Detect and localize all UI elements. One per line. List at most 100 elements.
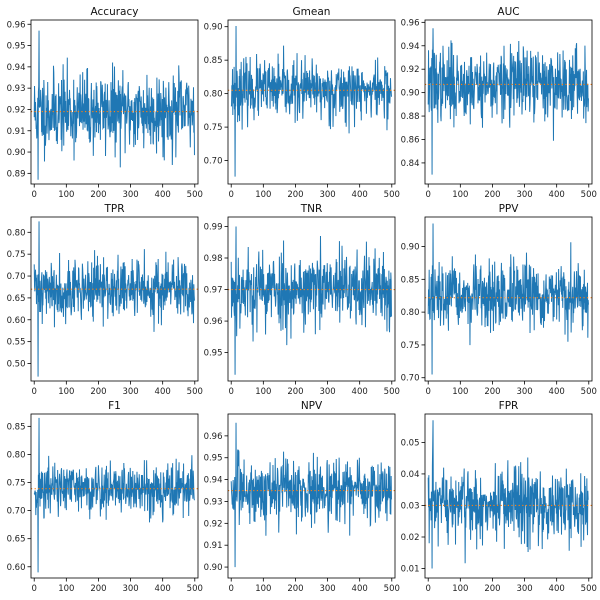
x-tick-label-npv: 300 xyxy=(319,584,335,594)
x-tick-label-f1: 400 xyxy=(155,584,171,594)
y-tick-label-tpr: 0.50 xyxy=(7,360,26,370)
x-tick-label-gmean: 300 xyxy=(319,190,335,200)
x-tick-label-tpr: 100 xyxy=(58,387,74,397)
x-tick-label-fpr: 200 xyxy=(484,584,500,594)
x-tick-label-auc: 0 xyxy=(426,190,431,200)
x-tick-label-auc: 400 xyxy=(549,190,565,200)
panel-tpr: 0 100 200 300 400 500 0.50 0.55 0.60 0.65 0.70 0.75… xyxy=(7,203,203,397)
x-tick-label-f1: 0 xyxy=(32,584,37,594)
series-line-npv xyxy=(230,422,392,568)
y-tick-label-npv: 0.93 xyxy=(204,497,223,507)
panel-fpr: 0 100 200 300 400 500 0.01 0.02 0.03 0.04 0.05 FPR xyxy=(401,400,597,594)
x-tick-label-tnr: 500 xyxy=(384,387,400,397)
y-tick-label-f1: 0.85 xyxy=(7,422,26,432)
y-tick-label-tpr: 0.80 xyxy=(7,228,26,238)
y-tick-label-ppv: 0.75 xyxy=(401,341,420,351)
panel-title-ppv: PPV xyxy=(499,203,520,215)
y-tick-label-f1: 0.65 xyxy=(7,535,26,545)
x-tick-label-f1: 200 xyxy=(90,584,106,594)
x-tick-label-fpr: 500 xyxy=(581,584,597,594)
x-tick-label-tnr: 0 xyxy=(229,387,234,397)
y-tick-label-tpr: 0.70 xyxy=(7,272,26,282)
y-tick-label-fpr: 0.03 xyxy=(401,501,420,511)
series-line-f1 xyxy=(33,417,195,573)
y-tick-label-accuracy: 0.93 xyxy=(7,84,26,94)
axes-frame-npv xyxy=(227,413,396,579)
axes-frame-auc xyxy=(424,19,593,185)
x-tick-label-ppv: 100 xyxy=(452,387,468,397)
x-tick-label-npv: 0 xyxy=(229,584,234,594)
panel-gmean: 0 100 200 300 400 500 0.70 0.75 0.80 0.85 0.90 Gmea… xyxy=(204,6,400,200)
x-tick-label-ppv: 200 xyxy=(484,387,500,397)
y-tick-label-accuracy: 0.94 xyxy=(7,63,26,73)
y-tick-label-ppv: 0.70 xyxy=(401,374,420,384)
x-tick-label-tnr: 300 xyxy=(319,387,335,397)
y-tick-label-f1: 0.60 xyxy=(7,563,26,573)
y-tick-label-tpr: 0.75 xyxy=(7,250,26,260)
y-tick-label-tpr: 0.65 xyxy=(7,294,26,304)
axes-frame-ppv xyxy=(424,216,593,382)
y-tick-label-auc: 0.84 xyxy=(401,159,420,169)
x-tick-label-tnr: 100 xyxy=(255,387,271,397)
y-tick-label-f1: 0.70 xyxy=(7,507,26,517)
y-tick-label-f1: 0.80 xyxy=(7,450,26,460)
y-tick-label-accuracy: 0.91 xyxy=(7,127,26,137)
x-tick-label-ppv: 500 xyxy=(581,387,597,397)
panel-title-tpr: TPR xyxy=(103,203,124,215)
panel-title-fpr: FPR xyxy=(499,400,519,412)
y-tick-label-tnr: 0.96 xyxy=(204,317,223,327)
x-tick-label-ppv: 300 xyxy=(516,387,532,397)
x-tick-label-fpr: 100 xyxy=(452,584,468,594)
x-tick-label-gmean: 100 xyxy=(255,190,271,200)
axes-frame-fpr xyxy=(424,413,593,579)
series-line-tnr xyxy=(230,226,392,375)
x-tick-label-f1: 500 xyxy=(187,584,203,594)
series-line-ppv xyxy=(427,223,589,375)
y-tick-label-fpr: 0.01 xyxy=(401,565,420,575)
x-tick-label-tpr: 300 xyxy=(122,387,138,397)
y-tick-label-auc: 0.90 xyxy=(401,89,420,99)
y-tick-label-gmean: 0.80 xyxy=(204,90,223,100)
y-tick-label-gmean: 0.75 xyxy=(204,123,223,133)
x-tick-label-auc: 200 xyxy=(484,190,500,200)
y-tick-label-auc: 0.96 xyxy=(401,18,420,28)
axes-frame-accuracy xyxy=(30,19,199,185)
series-line-gmean xyxy=(230,26,392,177)
y-tick-label-auc: 0.88 xyxy=(401,112,420,122)
y-tick-label-tpr: 0.60 xyxy=(7,316,26,326)
series-line-accuracy xyxy=(33,30,195,180)
panel-f1: 0 100 200 300 400 500 0.60 0.65 0.70 0.75 0.80 0.85… xyxy=(7,400,203,594)
panel-title-gmean: Gmean xyxy=(293,6,331,18)
y-tick-label-auc: 0.86 xyxy=(401,135,420,145)
x-tick-label-f1: 300 xyxy=(122,584,138,594)
y-tick-label-gmean: 0.90 xyxy=(204,23,223,33)
y-tick-label-fpr: 0.05 xyxy=(401,438,420,448)
x-tick-label-gmean: 200 xyxy=(287,190,303,200)
x-tick-label-npv: 400 xyxy=(352,584,368,594)
y-tick-label-tnr: 0.95 xyxy=(204,349,223,359)
x-tick-label-tnr: 400 xyxy=(352,387,368,397)
x-tick-label-npv: 500 xyxy=(384,584,400,594)
x-tick-label-accuracy: 500 xyxy=(187,190,203,200)
x-tick-label-fpr: 300 xyxy=(516,584,532,594)
panel-tnr: 0 100 200 300 400 500 0.95 0.96 0.97 0.98 0.99 TNR xyxy=(204,203,400,397)
panel-title-accuracy: Accuracy xyxy=(91,6,139,18)
y-tick-label-auc: 0.94 xyxy=(401,42,420,52)
y-tick-label-npv: 0.94 xyxy=(204,476,223,486)
x-tick-label-npv: 200 xyxy=(287,584,303,594)
y-tick-label-accuracy: 0.89 xyxy=(7,169,26,179)
y-tick-label-fpr: 0.04 xyxy=(401,470,420,480)
y-tick-label-npv: 0.95 xyxy=(204,454,223,464)
y-tick-label-gmean: 0.70 xyxy=(204,157,223,167)
series-line-fpr xyxy=(427,420,589,569)
panel-npv: 0 100 200 300 400 500 0.90 0.91 0.92 0.93 0.94 0.95… xyxy=(204,400,400,594)
panel-title-auc: AUC xyxy=(497,6,519,18)
x-tick-label-npv: 100 xyxy=(255,584,271,594)
x-tick-label-tnr: 200 xyxy=(287,387,303,397)
y-tick-label-npv: 0.96 xyxy=(204,432,223,442)
y-tick-label-f1: 0.75 xyxy=(7,479,26,489)
x-tick-label-accuracy: 100 xyxy=(58,190,74,200)
y-tick-label-npv: 0.91 xyxy=(204,541,223,551)
x-tick-label-gmean: 500 xyxy=(384,190,400,200)
